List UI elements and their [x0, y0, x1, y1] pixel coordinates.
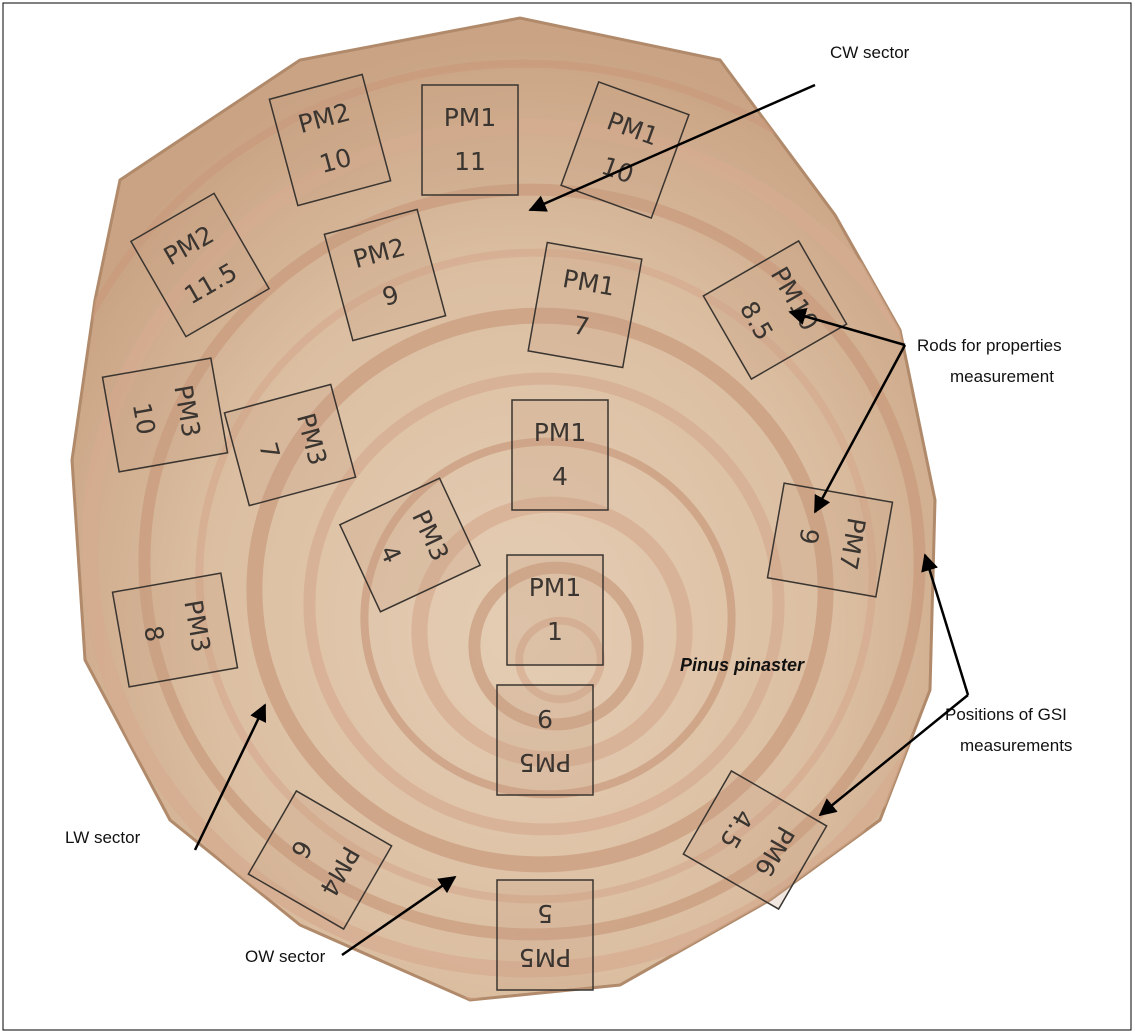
sample-box	[422, 85, 518, 195]
sample-plot: PM5	[519, 943, 572, 972]
sample-rod: PM1 1	[507, 555, 603, 665]
sample-plot: PM1	[534, 418, 587, 447]
sample-rod: PM5 9	[497, 685, 593, 795]
sample-height: 4	[552, 462, 568, 491]
sample-height: 5	[537, 899, 553, 928]
sample-plot: PM1	[444, 103, 497, 132]
rods-label: measurement	[950, 367, 1054, 386]
sample-height: 1	[547, 617, 563, 646]
sample-rod: PM1 11	[422, 85, 518, 195]
sample-plot: PM5	[519, 748, 572, 777]
sample-box	[512, 400, 608, 510]
species-label: Pinus pinaster	[680, 655, 805, 675]
sample-box	[528, 243, 642, 368]
sample-box	[497, 685, 593, 795]
gsi-label: Positions of GSI	[945, 705, 1067, 724]
sample-rod: PM1 4	[512, 400, 608, 510]
sample-box	[768, 483, 893, 597]
sample-box	[497, 880, 593, 990]
sample-rod: PM5 5	[497, 880, 593, 990]
ow-label: OW sector	[245, 947, 326, 966]
gsi-label: measurements	[960, 736, 1072, 755]
sample-box	[507, 555, 603, 665]
sample-box	[113, 573, 238, 687]
sample-height: 10	[127, 401, 161, 437]
sample-plot: PM1	[529, 573, 582, 602]
rods-label: Rods for properties	[917, 336, 1062, 355]
sample-height: 11	[454, 147, 486, 176]
sample-height: 9	[537, 704, 553, 733]
annotated-photo: PM210PM111PM110PM211.5PM29PM17PM108.5PM3…	[0, 0, 1135, 1034]
cw-label: CW sector	[830, 43, 910, 62]
lw-label: LW sector	[65, 828, 141, 847]
sample-box	[103, 358, 228, 472]
